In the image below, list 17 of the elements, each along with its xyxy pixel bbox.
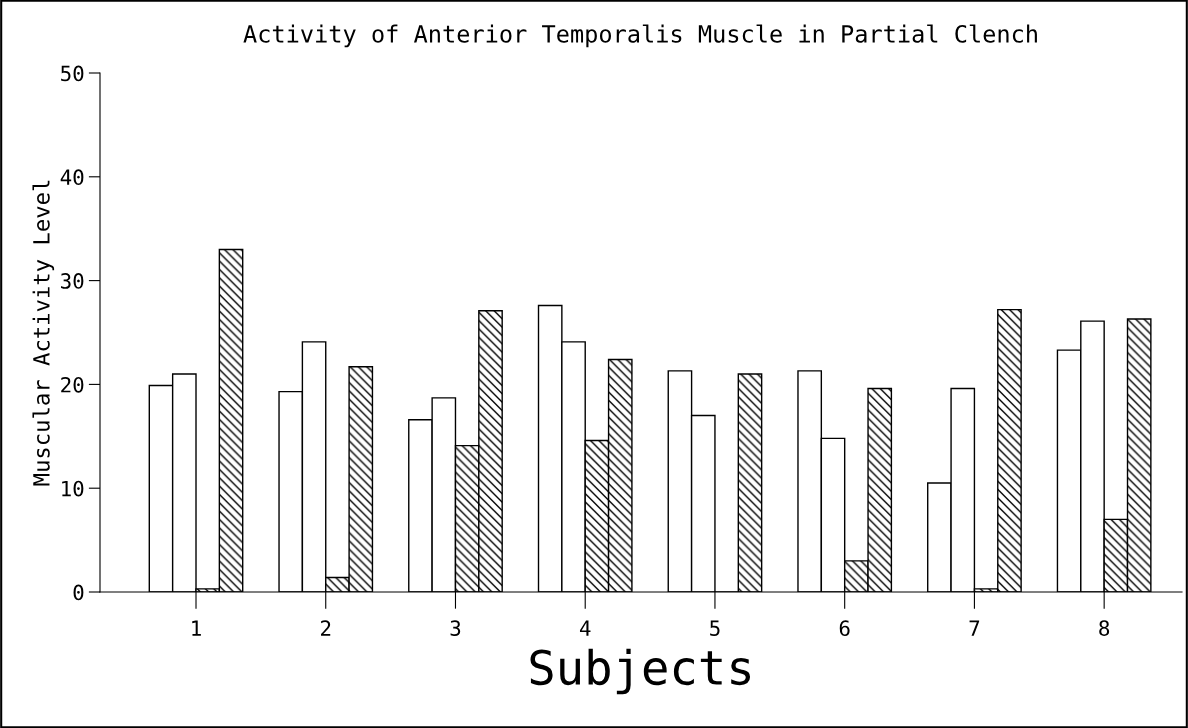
x-tick-label: 1 — [192, 620, 201, 636]
x-tick-label: 4 — [579, 620, 591, 636]
x-tick-label: 8 — [1099, 620, 1110, 637]
y-tick-label: 40 — [60, 169, 84, 186]
x-tick-label: 6 — [839, 620, 850, 637]
y-tick-label: 0 — [73, 584, 84, 601]
y-tick-label: 50 — [61, 65, 84, 82]
chart-title: Activity of Anterior Temporalis Muscle in Partial Clench — [243, 24, 1037, 48]
x-tick-label: 5 — [710, 620, 720, 637]
x-tick-label: 2 — [321, 620, 331, 636]
y-tick-label: 10 — [62, 480, 84, 497]
y-axis-title: Muscular Activity Level — [32, 180, 55, 486]
x-tick-label: 3 — [450, 620, 461, 637]
x-axis-title: Subjects — [530, 648, 751, 695]
y-tick-label: 30 — [61, 273, 84, 289]
y-tick-label: 20 — [61, 376, 84, 393]
x-tick-label: 7 — [969, 620, 980, 636]
